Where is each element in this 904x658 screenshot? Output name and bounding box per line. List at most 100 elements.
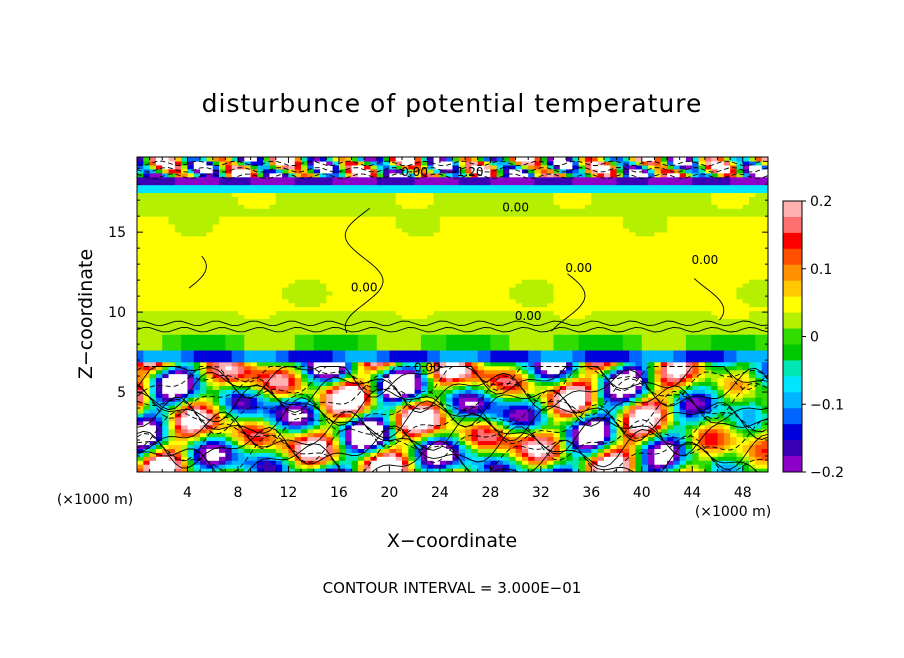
heatmap-cell <box>345 428 353 434</box>
heatmap-cell <box>301 271 308 276</box>
heatmap-cell <box>332 456 340 461</box>
heatmap-cell <box>496 369 504 375</box>
heatmap-cell <box>370 216 378 221</box>
heatmap-cell <box>301 176 308 182</box>
heatmap-cell <box>509 235 517 241</box>
heatmap-cell <box>376 200 384 205</box>
heatmap-cell <box>389 231 397 237</box>
heatmap-cell <box>282 306 290 312</box>
heatmap-cell <box>269 412 277 418</box>
heatmap-cell <box>496 397 504 402</box>
heatmap-cell <box>420 318 428 323</box>
heatmap-cell <box>149 456 157 461</box>
heatmap-cell <box>338 420 346 426</box>
heatmap-cell <box>301 208 308 213</box>
heatmap-cell <box>376 468 384 472</box>
heatmap-cell <box>345 275 353 280</box>
heatmap-cell <box>521 349 529 355</box>
heatmap-cell <box>155 247 163 253</box>
heatmap-cell <box>414 346 422 351</box>
heatmap-cell <box>427 353 435 359</box>
heatmap-cell <box>408 204 416 209</box>
heatmap-cell <box>332 322 340 327</box>
heatmap-cell <box>376 263 384 268</box>
heatmap-cell <box>376 235 384 241</box>
heatmap-cell <box>465 381 473 386</box>
heatmap-cell <box>149 389 157 394</box>
heatmap-cell <box>490 239 498 245</box>
heatmap-cell <box>471 294 479 300</box>
heatmap-cell <box>490 420 498 426</box>
heatmap-cell <box>187 409 195 414</box>
heatmap-cell <box>212 286 220 292</box>
heatmap-cell <box>187 440 195 446</box>
heatmap-cell <box>275 334 283 339</box>
heatmap-cell <box>528 448 536 453</box>
heatmap-cell <box>521 286 529 292</box>
heatmap-cell <box>389 436 397 442</box>
heatmap-cell <box>294 452 302 457</box>
heatmap-cell <box>338 405 346 410</box>
heatmap-cell <box>237 176 245 182</box>
heatmap-cell <box>181 409 189 414</box>
heatmap-cell <box>263 275 271 280</box>
heatmap-cell <box>237 188 245 194</box>
heatmap-cell <box>155 172 163 178</box>
heatmap-cell <box>313 243 321 249</box>
heatmap-cell <box>389 306 397 312</box>
heatmap-cell <box>237 306 245 312</box>
heatmap-cell <box>187 444 195 449</box>
heatmap-cell <box>219 302 226 308</box>
heatmap-cell <box>332 373 340 379</box>
heatmap-cell <box>427 405 435 410</box>
heatmap-cell <box>319 180 327 186</box>
heatmap-cell <box>351 440 359 446</box>
heatmap-cell <box>452 346 460 351</box>
heatmap-cell <box>370 357 378 363</box>
heatmap-cell <box>313 176 321 182</box>
heatmap-cell <box>250 338 258 343</box>
heatmap-cell <box>509 227 517 233</box>
heatmap-cell <box>338 216 346 221</box>
heatmap-cell <box>149 188 157 194</box>
heatmap-cell <box>269 310 277 316</box>
heatmap-cell <box>200 444 208 449</box>
heatmap-cell <box>364 444 372 449</box>
heatmap-cell <box>263 220 271 225</box>
heatmap-cell <box>389 220 397 225</box>
heatmap-cell <box>307 409 315 414</box>
heatmap-cell <box>137 243 144 249</box>
heatmap-cell <box>528 357 536 363</box>
heatmap-cell <box>465 180 473 186</box>
heatmap-cell <box>345 271 353 276</box>
heatmap-cell <box>237 192 245 197</box>
heatmap-cell <box>402 365 409 371</box>
heatmap-cell <box>402 275 409 280</box>
heatmap-cell <box>200 357 208 363</box>
heatmap-cell <box>288 294 296 300</box>
heatmap-cell <box>219 271 226 276</box>
heatmap-cell <box>433 342 441 347</box>
heatmap-cell <box>319 409 327 414</box>
heatmap-cell <box>452 448 460 453</box>
heatmap-cell <box>269 216 277 221</box>
heatmap-cell <box>307 188 315 194</box>
heatmap-cell <box>256 432 264 438</box>
heatmap-cell <box>446 290 454 296</box>
heatmap-cell <box>515 290 523 296</box>
heatmap-cell <box>319 196 327 201</box>
heatmap-cell <box>332 452 340 457</box>
heatmap-cell <box>433 204 441 209</box>
heatmap-cell <box>225 456 233 461</box>
heatmap-cell <box>174 365 182 371</box>
heatmap-cell <box>521 456 529 461</box>
heatmap-cell <box>294 200 302 205</box>
heatmap-cell <box>402 188 409 194</box>
heatmap-cell <box>515 361 523 367</box>
heatmap-cell <box>294 176 302 182</box>
heatmap-cell <box>200 369 208 375</box>
heatmap-cell <box>225 192 233 197</box>
heatmap-cell <box>490 200 498 205</box>
heatmap-cell <box>155 208 163 213</box>
heatmap-cell <box>237 239 245 245</box>
